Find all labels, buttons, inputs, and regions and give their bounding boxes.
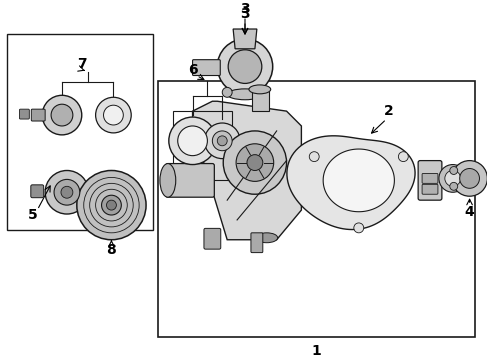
Ellipse shape <box>249 85 270 94</box>
Circle shape <box>439 165 466 192</box>
Text: 3: 3 <box>240 7 250 21</box>
Circle shape <box>103 105 123 125</box>
Circle shape <box>354 223 364 233</box>
Polygon shape <box>193 101 301 240</box>
Polygon shape <box>252 91 269 111</box>
Circle shape <box>45 171 89 214</box>
Circle shape <box>96 97 131 133</box>
Text: 2: 2 <box>384 104 393 118</box>
Text: 8: 8 <box>106 243 116 257</box>
Circle shape <box>247 155 263 171</box>
FancyBboxPatch shape <box>422 174 438 183</box>
Polygon shape <box>323 149 394 212</box>
Circle shape <box>460 168 480 188</box>
Circle shape <box>258 87 268 97</box>
FancyBboxPatch shape <box>422 184 438 194</box>
FancyBboxPatch shape <box>31 185 44 198</box>
FancyBboxPatch shape <box>251 233 263 253</box>
Circle shape <box>222 87 232 97</box>
Circle shape <box>236 144 274 181</box>
Circle shape <box>452 161 488 196</box>
Ellipse shape <box>160 163 176 197</box>
Circle shape <box>398 152 408 162</box>
Text: 3: 3 <box>240 2 250 16</box>
Circle shape <box>204 123 240 159</box>
Text: 5: 5 <box>27 208 37 222</box>
Circle shape <box>217 39 273 94</box>
Bar <box>158 81 474 337</box>
Circle shape <box>450 167 458 175</box>
Text: 6: 6 <box>188 63 197 77</box>
Circle shape <box>212 131 232 151</box>
Circle shape <box>217 136 227 146</box>
Circle shape <box>51 104 73 126</box>
Circle shape <box>42 95 82 135</box>
Text: 7: 7 <box>77 57 87 71</box>
Circle shape <box>101 195 122 215</box>
Bar <box>6 34 153 230</box>
Text: 1: 1 <box>311 343 321 357</box>
FancyBboxPatch shape <box>418 161 442 200</box>
Circle shape <box>309 152 319 162</box>
FancyBboxPatch shape <box>31 109 45 121</box>
Circle shape <box>61 186 73 198</box>
Polygon shape <box>233 29 257 49</box>
Circle shape <box>223 131 287 194</box>
Bar <box>173 111 232 180</box>
FancyBboxPatch shape <box>204 228 221 249</box>
Ellipse shape <box>256 233 278 243</box>
Circle shape <box>228 50 262 84</box>
Polygon shape <box>287 136 415 230</box>
Circle shape <box>169 117 216 165</box>
Circle shape <box>77 171 146 240</box>
Circle shape <box>106 200 117 210</box>
FancyBboxPatch shape <box>166 163 214 197</box>
Ellipse shape <box>227 89 263 100</box>
Circle shape <box>54 179 80 205</box>
FancyBboxPatch shape <box>20 109 29 119</box>
Circle shape <box>450 183 458 190</box>
Circle shape <box>445 171 461 186</box>
Text: 4: 4 <box>465 205 474 219</box>
Circle shape <box>178 126 207 156</box>
FancyBboxPatch shape <box>193 60 221 76</box>
